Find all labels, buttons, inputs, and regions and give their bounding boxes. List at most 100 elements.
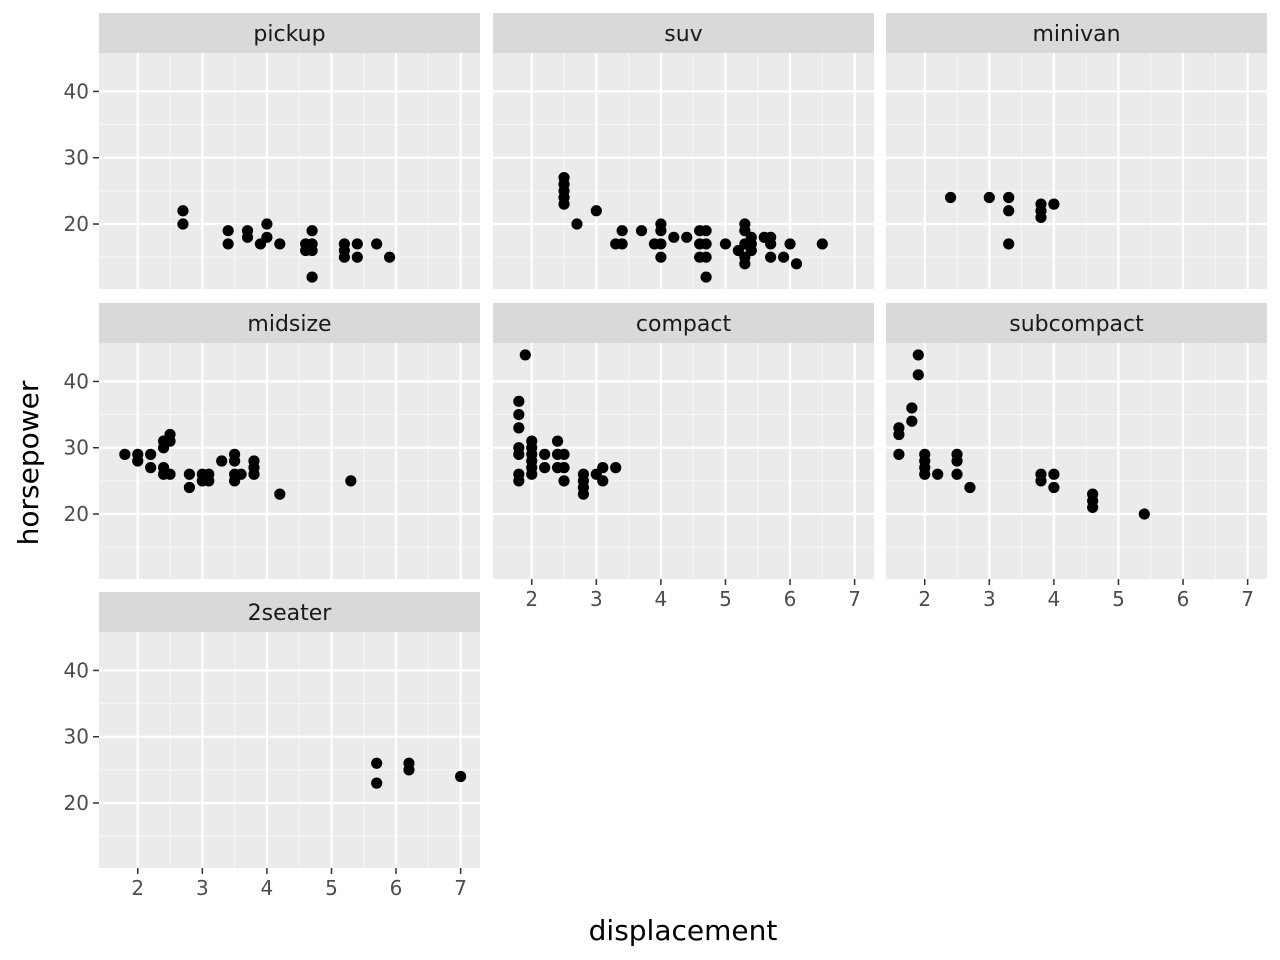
x-tick-label: 2 <box>918 587 931 611</box>
data-point <box>1138 508 1150 520</box>
data-point <box>145 462 157 474</box>
data-point <box>668 231 680 243</box>
data-point <box>610 462 622 474</box>
data-point <box>235 468 247 480</box>
y-tick-label: 30 <box>64 725 89 749</box>
data-point <box>455 770 467 783</box>
x-tick-label: 5 <box>719 587 732 611</box>
facet-minivan: minivan <box>886 13 1267 289</box>
data-point <box>893 428 905 441</box>
x-tick-label: 4 <box>655 587 668 611</box>
data-point <box>983 191 995 204</box>
data-point <box>132 455 144 467</box>
data-point <box>261 218 273 230</box>
data-point <box>261 231 273 243</box>
x-tick-label: 7 <box>1241 587 1254 611</box>
data-point <box>222 225 234 237</box>
data-point <box>351 238 363 250</box>
facet-pickup: pickup 20 30 40 <box>64 13 480 289</box>
data-point <box>932 468 944 480</box>
data-point <box>816 238 828 250</box>
data-point <box>164 435 176 447</box>
data-point <box>119 448 131 460</box>
data-point <box>739 258 751 270</box>
data-point <box>616 238 628 250</box>
data-point <box>765 238 777 250</box>
facet-suv: suv <box>493 13 874 289</box>
facet-strip-label: midsize <box>247 312 331 337</box>
data-point <box>577 488 590 500</box>
facet-strip <box>493 13 874 53</box>
x-tick-label: 6 <box>784 587 797 611</box>
data-point <box>906 415 918 427</box>
data-point <box>912 369 924 381</box>
data-point <box>229 455 241 467</box>
facet-strip <box>99 13 480 53</box>
data-point <box>1048 198 1060 210</box>
panel-background <box>99 343 480 579</box>
data-point <box>765 251 777 263</box>
data-point <box>403 764 415 776</box>
y-tick-label: 20 <box>64 502 89 526</box>
x-tick-label: 6 <box>390 876 403 900</box>
data-point <box>177 218 189 230</box>
facet-strip <box>886 13 1267 53</box>
facet-strip <box>99 303 480 343</box>
x-tick-label: 7 <box>848 587 861 611</box>
data-point <box>944 191 957 204</box>
data-point <box>513 422 525 434</box>
data-point <box>655 238 667 250</box>
data-point <box>551 435 564 447</box>
data-point <box>539 462 551 474</box>
y-tick-label: 30 <box>64 146 89 170</box>
data-point <box>906 402 918 414</box>
data-point <box>539 448 551 460</box>
data-point <box>655 251 667 263</box>
data-point <box>912 349 924 361</box>
facet-strip <box>886 303 1267 343</box>
x-tick-label: 5 <box>1112 587 1125 611</box>
data-point <box>700 271 712 283</box>
panel-background <box>99 632 480 868</box>
data-point <box>681 231 693 243</box>
x-tick-label: 6 <box>1177 587 1190 611</box>
y-tick-label: 20 <box>64 212 89 236</box>
data-point <box>371 757 383 769</box>
y-tick-label: 30 <box>64 436 89 460</box>
data-point <box>1035 211 1047 224</box>
data-point <box>164 468 176 480</box>
facet-panels: pickup 20 30 40 suv minivan midsize 20 30 40 compa… <box>64 13 1267 900</box>
facet-subcompact: subcompact 2 3 4 5 6 7 <box>886 303 1267 611</box>
data-point <box>1087 501 1099 514</box>
facet-compact: compact 2 3 4 5 6 7 <box>493 303 874 611</box>
data-point <box>513 395 525 407</box>
x-axis-title: displacement <box>589 914 778 947</box>
panel-background <box>493 343 874 579</box>
data-point <box>526 468 538 480</box>
data-point <box>338 251 350 263</box>
data-point <box>919 468 931 480</box>
x-tick-label: 3 <box>983 587 996 611</box>
facet-strip-label: 2seater <box>248 601 333 626</box>
data-point <box>345 475 357 487</box>
data-point <box>700 251 712 263</box>
data-point <box>519 349 531 361</box>
y-tick-label: 20 <box>64 791 89 815</box>
data-point <box>964 481 976 494</box>
panel-background <box>886 343 1267 579</box>
data-point <box>590 205 602 217</box>
data-point <box>183 481 196 494</box>
data-point <box>616 225 628 237</box>
data-point <box>700 225 712 237</box>
data-point <box>784 238 796 250</box>
facet-strip <box>493 303 874 343</box>
data-point <box>183 468 196 480</box>
data-point <box>719 238 732 250</box>
facet-strip <box>99 592 480 632</box>
data-point <box>558 462 570 474</box>
data-point <box>383 251 396 263</box>
data-point <box>951 455 963 467</box>
data-point <box>1003 238 1015 250</box>
data-point <box>951 468 963 480</box>
